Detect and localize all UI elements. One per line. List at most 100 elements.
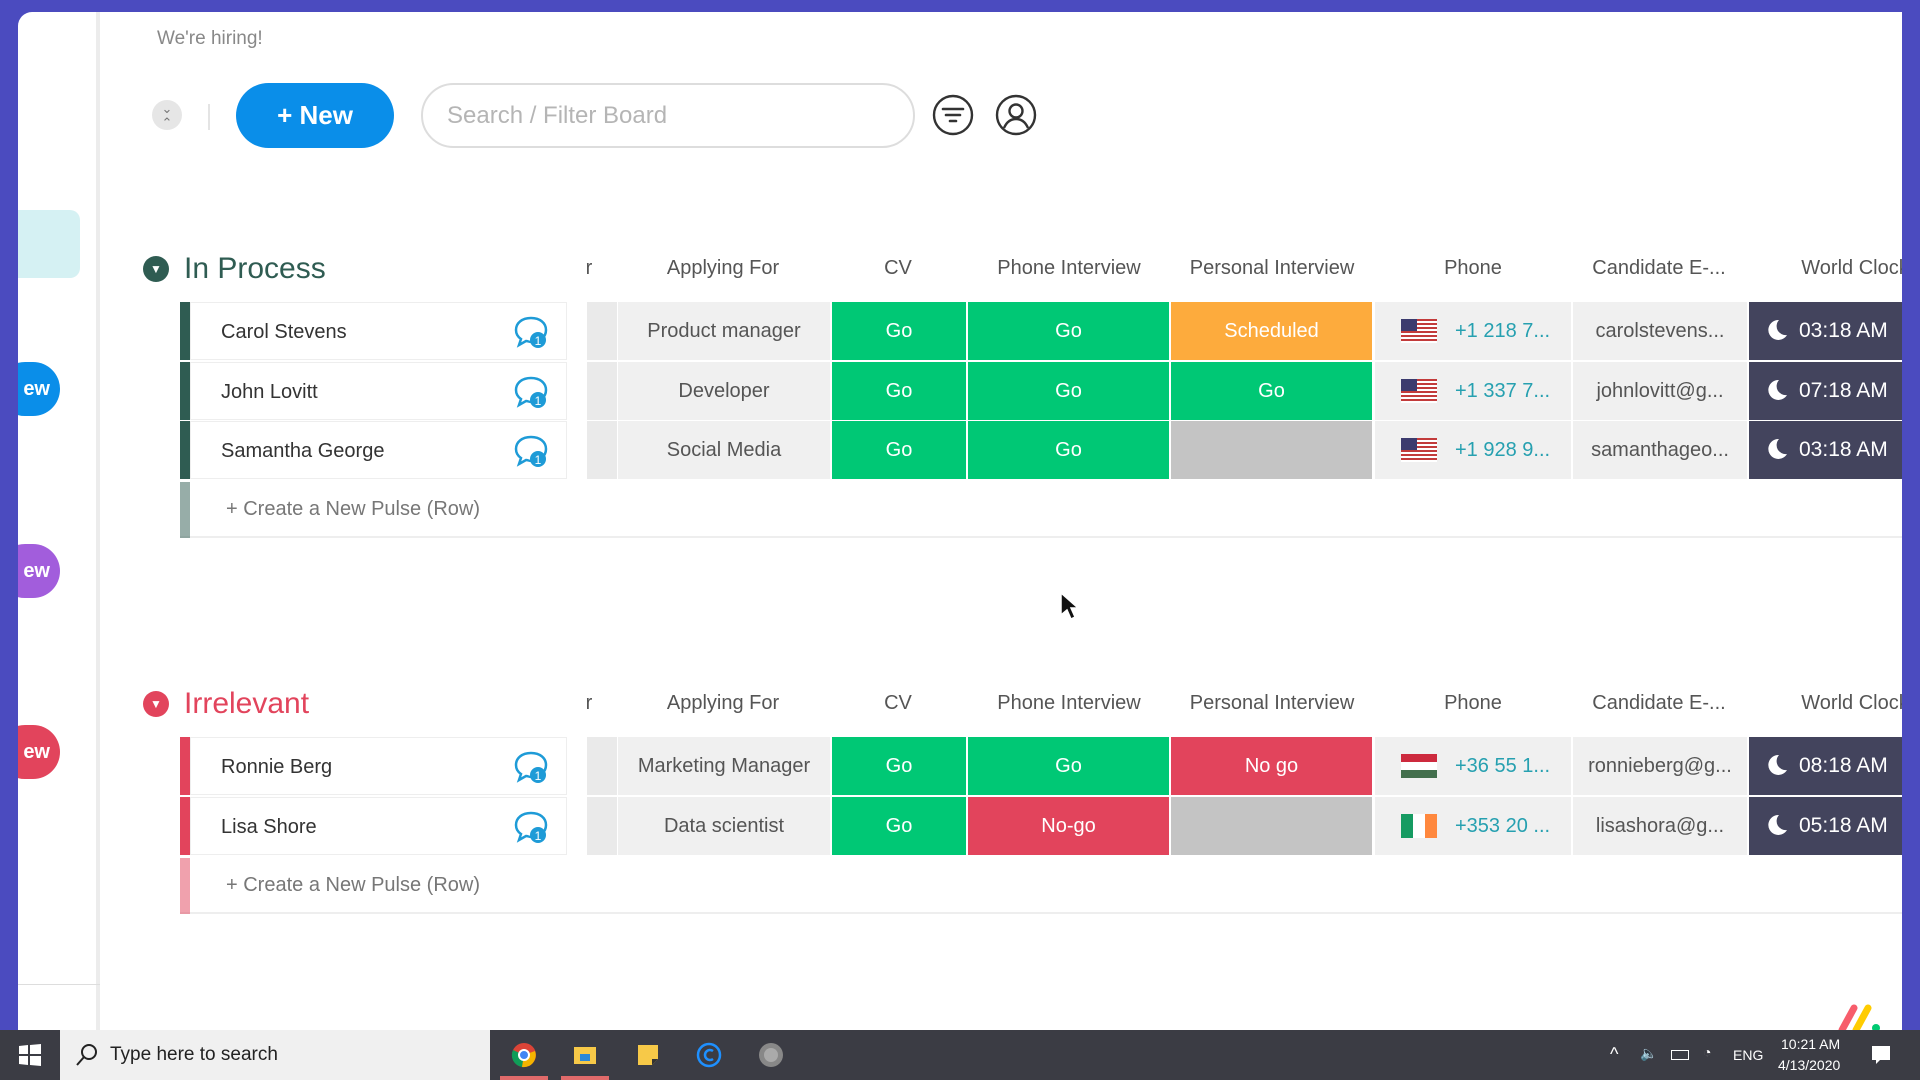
- app-c-icon[interactable]: [696, 1042, 722, 1068]
- flag-ie-icon: [1401, 814, 1437, 838]
- sidebar-active-item[interactable]: [18, 210, 80, 278]
- sidebar-new-button-blue[interactable]: ew: [18, 362, 60, 416]
- cv-cell[interactable]: Go: [832, 362, 966, 420]
- column-header[interactable]: World Clock: [1801, 692, 1902, 714]
- item-name-text: Carol Stevens: [221, 321, 347, 343]
- world-clock-cell[interactable]: 05:18 AM: [1749, 797, 1902, 855]
- world-clock-cell[interactable]: 03:18 AM: [1749, 302, 1902, 360]
- updates-chat-icon[interactable]: 1: [511, 748, 551, 788]
- clock-time: 03:18 AM: [1799, 438, 1888, 461]
- updates-chat-icon[interactable]: 1: [511, 808, 551, 848]
- phone-interview-cell[interactable]: No-go: [968, 797, 1169, 855]
- phone-cell[interactable]: +36 55 1...: [1375, 737, 1571, 795]
- email-cell[interactable]: lisashora@g...: [1573, 797, 1747, 855]
- world-clock-cell[interactable]: 07:18 AM: [1749, 362, 1902, 420]
- phone-cell[interactable]: +1 218 7...: [1375, 302, 1571, 360]
- volume-icon[interactable]: 🔈: [1640, 1045, 1658, 1061]
- email-cell[interactable]: carolstevens...: [1573, 302, 1747, 360]
- person-filter-icon[interactable]: [995, 94, 1037, 136]
- filter-icon[interactable]: [932, 94, 974, 136]
- phone-interview-cell[interactable]: Go: [968, 362, 1169, 420]
- updates-chat-icon[interactable]: 1: [511, 373, 551, 413]
- clock-time[interactable]: 10:21 AM: [1781, 1036, 1841, 1052]
- email-cell[interactable]: samanthageo...: [1573, 421, 1747, 479]
- updates-count: 1: [535, 334, 542, 348]
- phone-cell[interactable]: +1 928 9...: [1375, 421, 1571, 479]
- applying-cell[interactable]: Product manager: [618, 302, 830, 360]
- column-header[interactable]: Phone: [1444, 692, 1502, 714]
- phone-number: +1 928 9...: [1455, 439, 1551, 461]
- column-header[interactable]: r: [585, 257, 593, 279]
- sidebar-new-button-red[interactable]: ew: [18, 725, 60, 779]
- column-header[interactable]: Phone: [1444, 257, 1502, 279]
- cv-cell[interactable]: Go: [832, 302, 966, 360]
- updates-chat-icon[interactable]: 1: [511, 313, 551, 353]
- column-header[interactable]: Applying For: [666, 257, 780, 279]
- sticky-notes-icon[interactable]: [635, 1042, 661, 1068]
- cv-cell[interactable]: Go: [832, 797, 966, 855]
- phone-interview-cell[interactable]: Go: [968, 737, 1169, 795]
- applying-cell[interactable]: Developer: [618, 362, 830, 420]
- create-new-pulse-row[interactable]: + Create a New Pulse (Row): [180, 858, 1902, 914]
- phone-cell[interactable]: +1 337 7...: [1375, 362, 1571, 420]
- item-name[interactable]: Ronnie Berg 1: [190, 737, 567, 795]
- taskbar-search-box[interactable]: Type here to search: [60, 1030, 490, 1080]
- group-title[interactable]: In Process: [184, 252, 326, 285]
- personal-interview-cell[interactable]: [1171, 797, 1372, 855]
- phone-number: +353 20 ...: [1455, 815, 1551, 837]
- column-header[interactable]: CV: [884, 692, 912, 714]
- column-header[interactable]: Personal Interview: [1189, 257, 1355, 279]
- column-header[interactable]: Phone Interview: [997, 692, 1141, 714]
- column-header[interactable]: Candidate E-...: [1592, 692, 1726, 714]
- column-header[interactable]: World Clock: [1801, 257, 1902, 279]
- chrome-icon[interactable]: [511, 1042, 537, 1068]
- updates-chat-icon[interactable]: 1: [511, 432, 551, 472]
- column-header[interactable]: CV: [884, 257, 912, 279]
- group-collapse-icon[interactable]: ▼: [143, 691, 169, 717]
- search-filter-input[interactable]: [421, 83, 915, 148]
- world-clock-cell[interactable]: 08:18 AM: [1749, 737, 1902, 795]
- item-name[interactable]: Samantha George 1: [190, 421, 567, 479]
- phone-interview-cell[interactable]: Go: [968, 421, 1169, 479]
- personal-interview-cell[interactable]: Scheduled: [1171, 302, 1372, 360]
- cv-cell[interactable]: Go: [832, 737, 966, 795]
- toolbar-divider: [208, 104, 210, 130]
- item-name[interactable]: Lisa Shore 1: [190, 797, 567, 855]
- windows-start-icon[interactable]: [17, 1042, 43, 1068]
- column-header[interactable]: Personal Interview: [1189, 692, 1355, 714]
- personal-interview-cell[interactable]: [1171, 421, 1372, 479]
- collapse-toggle-icon[interactable]: ⌄ ⌃: [152, 100, 182, 130]
- group-title[interactable]: Irrelevant: [184, 687, 310, 720]
- phone-cell[interactable]: +353 20 ...: [1375, 797, 1571, 855]
- item-name[interactable]: Carol Stevens 1: [190, 302, 567, 360]
- language-indicator[interactable]: ENG: [1733, 1047, 1764, 1063]
- battery-icon[interactable]: [1671, 1050, 1689, 1060]
- item-name[interactable]: John Lovitt 1: [190, 362, 567, 420]
- applying-cell[interactable]: Social Media: [618, 421, 830, 479]
- create-new-pulse-row[interactable]: + Create a New Pulse (Row): [180, 482, 1902, 538]
- app-gray-icon[interactable]: [758, 1042, 784, 1068]
- column-header[interactable]: r: [585, 692, 593, 714]
- personal-interview-cell[interactable]: Go: [1171, 362, 1372, 420]
- cv-cell[interactable]: Go: [832, 421, 966, 479]
- sidebar-new-button-purple[interactable]: ew: [18, 544, 60, 598]
- notifications-icon[interactable]: [1868, 1042, 1894, 1068]
- email-cell[interactable]: ronnieberg@g...: [1573, 737, 1747, 795]
- column-header[interactable]: Phone Interview: [997, 257, 1141, 279]
- column-header[interactable]: Candidate E-...: [1592, 257, 1726, 279]
- group-collapse-icon[interactable]: ▼: [143, 256, 169, 282]
- applying-cell[interactable]: Marketing Manager: [618, 737, 830, 795]
- tray-expand-icon[interactable]: ^: [1610, 1044, 1619, 1064]
- phone-interview-cell[interactable]: Go: [968, 302, 1169, 360]
- email-cell[interactable]: johnlovitt@g...: [1573, 362, 1747, 420]
- applying-cell[interactable]: Data scientist: [618, 797, 830, 855]
- moon-icon: [1768, 754, 1787, 775]
- new-item-button[interactable]: + New: [236, 83, 394, 148]
- file-explorer-icon[interactable]: [572, 1042, 598, 1068]
- personal-interview-cell[interactable]: No go: [1171, 737, 1372, 795]
- wifi-icon[interactable]: ◔: [1703, 1044, 1712, 1060]
- world-clock-cell[interactable]: 03:18 AM: [1749, 421, 1902, 479]
- clock-date[interactable]: 4/13/2020: [1778, 1057, 1841, 1073]
- flag-us-icon: [1401, 379, 1437, 403]
- column-header[interactable]: Applying For: [666, 692, 780, 714]
